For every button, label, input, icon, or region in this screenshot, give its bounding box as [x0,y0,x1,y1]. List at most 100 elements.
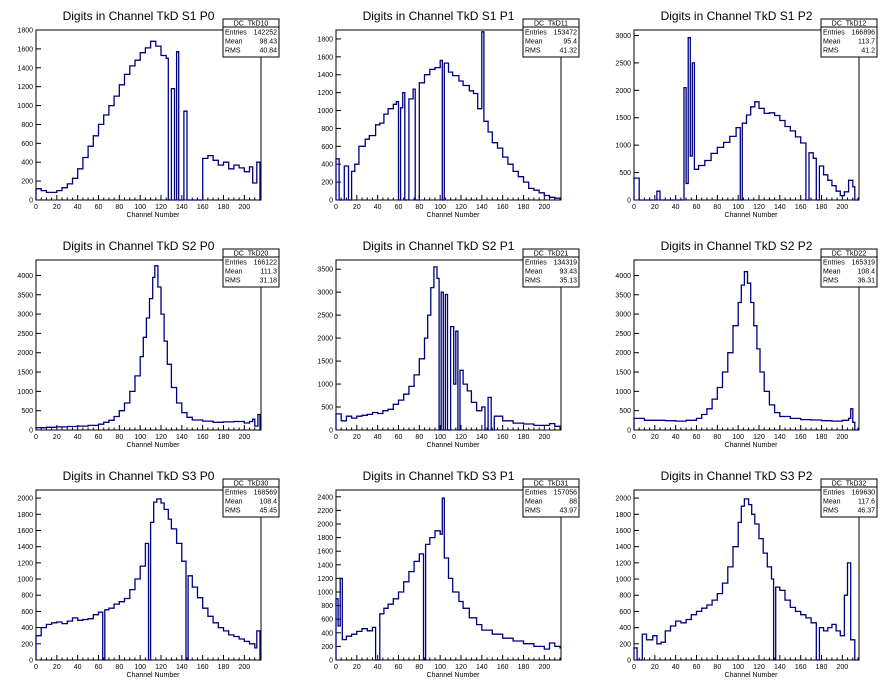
y-tick-label: 1800 [317,36,333,43]
stats-box: DC_TkD21 Entries 134319 Mean 93.43 RMS 35.13 [522,248,580,288]
stats-value: 168569 [254,490,277,497]
x-tick-label: 100 [134,434,146,441]
y-tick-label: 500 [619,408,631,415]
x-tick-label: 200 [836,434,848,441]
plot-frame [633,29,860,201]
y-tick-label: 1600 [317,54,333,61]
histogram-line [35,40,261,201]
stats-value: 93.43 [559,269,577,276]
stats-value: 153472 [554,30,577,37]
x-tick-label: 40 [672,204,680,211]
stats-key: RMS [225,508,241,515]
histogram-title: Digits in Channel TkD S2 P1 [363,239,515,253]
y-tick-label: 1800 [17,512,33,519]
stats-box: DC_TkD32 Entries 169630 Mean 117.6 RMS 46.37 [820,478,878,518]
histogram-title: Digits in Channel TkD S2 P2 [661,239,813,253]
stats-value: 166122 [254,260,277,267]
stats-key: RMS [823,278,839,285]
stats-name: DC_TkD12 [832,21,867,28]
y-tick-label: 2500 [615,331,631,338]
stats-box-frame [222,478,280,518]
plot-frame [35,29,262,201]
x-tick-label: 160 [197,664,209,671]
x-tick-label: 80 [415,664,423,671]
y-tick-label: 3000 [17,312,33,319]
stats-key: Entries [823,490,845,497]
y-tick-label: 1200 [17,560,33,567]
plot-frame [335,29,562,201]
x-axis-label: Channel Number [427,672,481,679]
stats-box-frame [522,248,580,288]
y-tick-label: 1000 [615,577,631,584]
y-tick-label: 1000 [615,389,631,396]
y-tick-label: 3000 [615,33,631,40]
stats-value: 165319 [852,260,875,267]
stats-value: 41.32 [559,48,577,55]
stats-key: Mean [525,499,543,506]
stats-name: DC_TkD32 [832,481,867,488]
stats-key: RMS [225,48,241,55]
x-tick-label: 60 [395,664,403,671]
x-tick-label: 120 [155,434,167,441]
y-tick-label: 1000 [17,389,33,396]
stats-value: 142252 [254,30,277,37]
x-tick-label: 100 [134,664,146,671]
x-tick-label: 0 [34,434,38,441]
x-tick-label: 180 [816,204,828,211]
x-tick-label: 120 [753,204,765,211]
stats-key: Entries [225,30,247,37]
stats-box-frame [222,18,280,58]
x-tick-label: 120 [753,664,765,671]
y-tick-label: 1800 [615,512,631,519]
y-tick-label: 1000 [17,103,33,110]
x-tick-label: 80 [713,434,721,441]
x-tick-label: 20 [651,434,659,441]
x-tick-label: 0 [34,204,38,211]
y-tick-label: 800 [21,122,33,129]
y-tick-label: 0 [329,658,333,665]
histogram-title: Digits in Channel TkD S2 P0 [63,239,215,253]
x-tick-label: 80 [115,434,123,441]
y-tick-label: 1500 [615,370,631,377]
y-tick-label: 800 [321,603,333,610]
x-tick-label: 200 [538,204,550,211]
x-tick-label: 100 [434,664,446,671]
x-tick-label: 40 [374,664,382,671]
x-tick-label: 80 [415,204,423,211]
x-tick-label: 200 [238,204,250,211]
x-tick-label: 200 [836,204,848,211]
histogram-panel: Digits in Channel TkD S1 P2 0 20 40 60 80 100 1… [615,9,878,219]
y-tick-label: 3500 [17,292,33,299]
y-tick-label: 3500 [615,292,631,299]
x-tick-label: 0 [334,204,338,211]
x-axis-label: Channel Number [427,442,481,449]
stats-value: 113.7 [858,39,875,46]
stats-box-frame [820,18,878,58]
stats-key: Mean [823,499,841,506]
x-tick-label: 0 [632,204,636,211]
histogram-title: Digits in Channel TkD S1 P0 [63,9,215,23]
x-tick-label: 20 [53,204,61,211]
y-tick-label: 1000 [317,108,333,115]
x-tick-label: 100 [732,204,744,211]
x-tick-label: 100 [732,664,744,671]
stats-key: Mean [823,269,841,276]
x-tick-label: 160 [497,204,509,211]
plot-frame [35,259,262,431]
stats-key: Entries [525,260,547,267]
y-tick-label: 2000 [615,496,631,503]
x-tick-label: 160 [795,664,807,671]
histogram-line [335,497,561,661]
y-tick-label: 500 [321,405,333,412]
y-tick-label: 1600 [17,46,33,53]
x-tick-label: 100 [434,434,446,441]
histogram-panel: Digits in Channel TkD S2 P0 0 20 40 60 80 100 1… [17,239,280,449]
y-tick-label: 1500 [615,115,631,122]
stats-value: 98.43 [259,39,277,46]
y-tick-label: 2500 [615,60,631,67]
y-tick-label: 800 [321,126,333,133]
x-tick-label: 160 [497,434,509,441]
y-tick-label: 1600 [615,528,631,535]
y-tick-label: 2000 [615,88,631,95]
plot-frame [633,259,860,431]
